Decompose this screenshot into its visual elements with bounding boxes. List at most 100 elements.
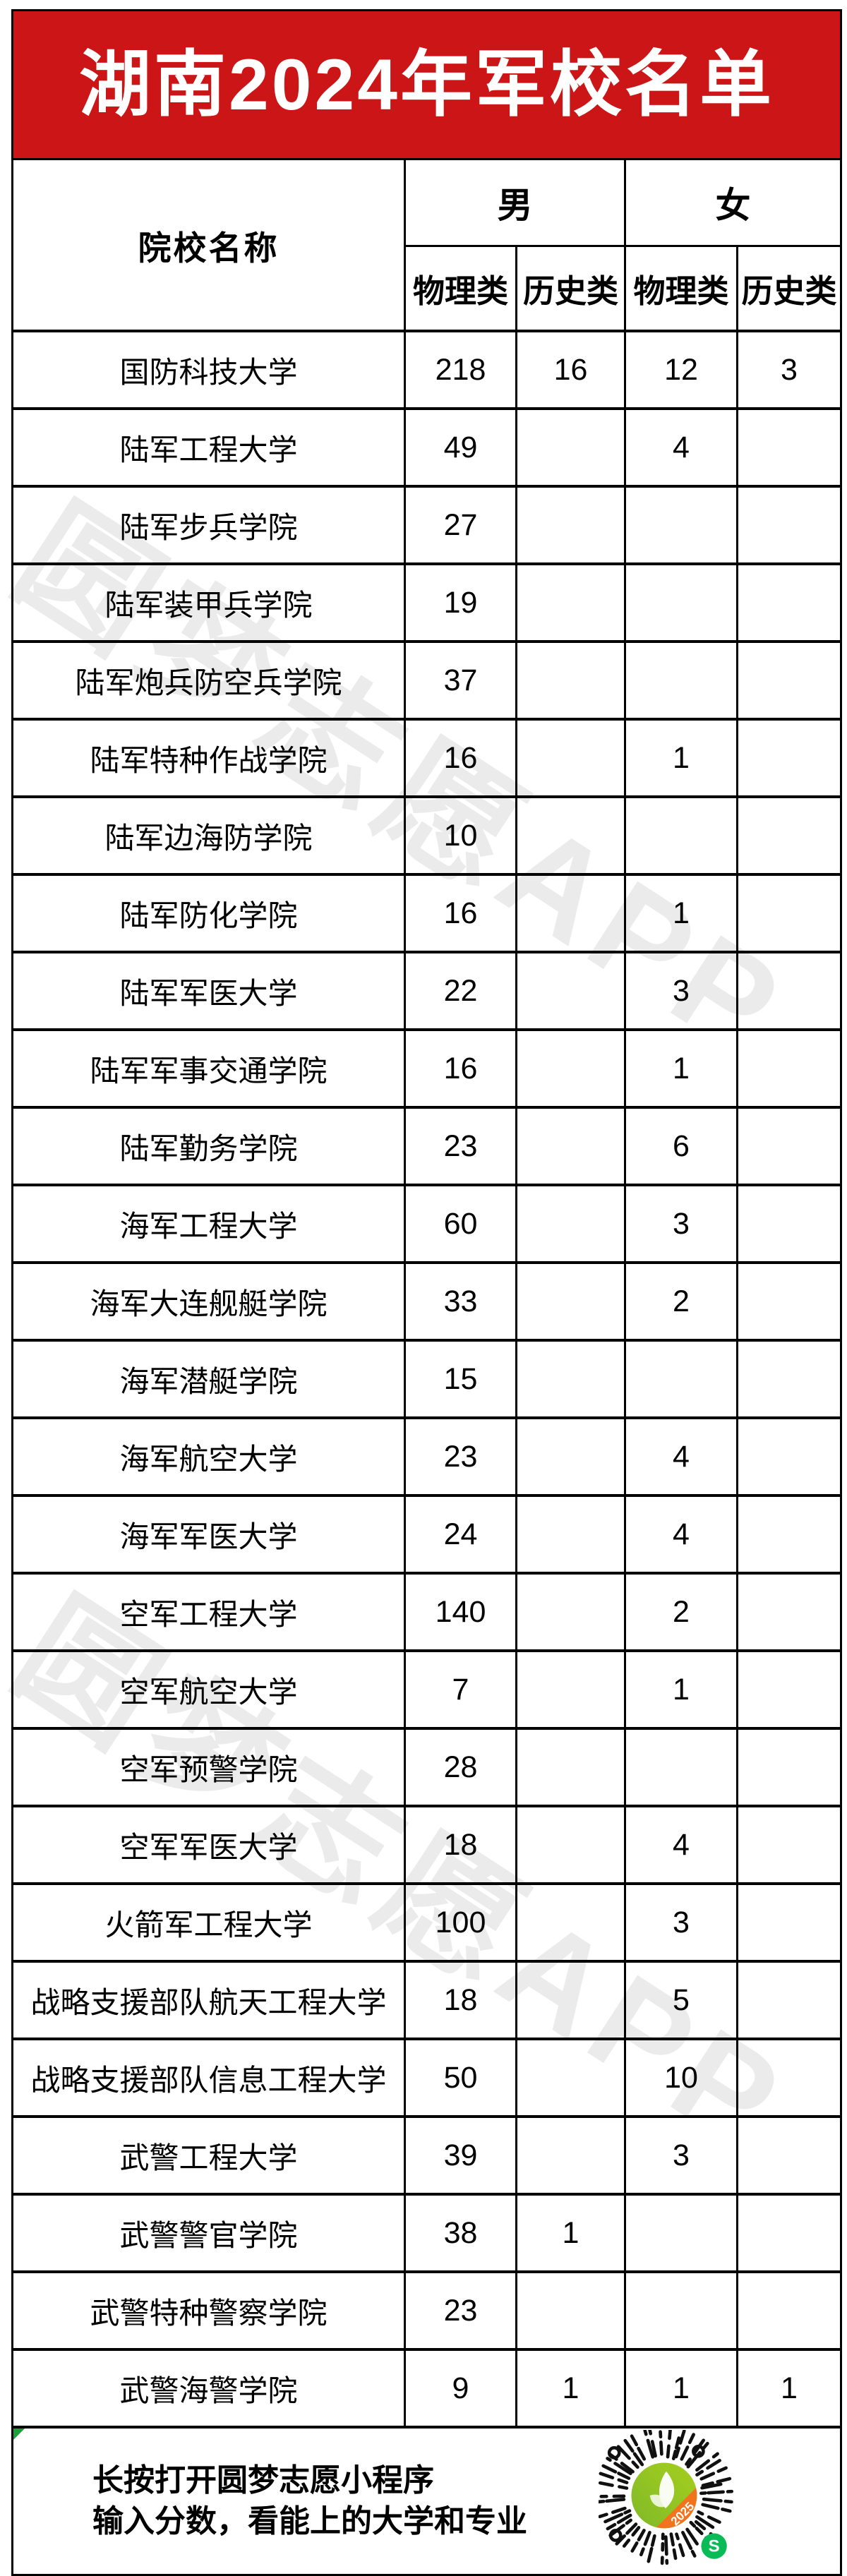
male-history-cell xyxy=(515,2273,624,2348)
school-name-cell: 陆军步兵学院 xyxy=(13,488,404,562)
female-physics-cell: 3 xyxy=(624,953,736,1028)
male-physics-cell: 22 xyxy=(404,953,515,1028)
female-physics-cell: 1 xyxy=(624,876,736,951)
male-history-cell xyxy=(515,1186,624,1261)
school-name-cell: 陆军工程大学 xyxy=(13,410,404,485)
female-physics-cell: 2 xyxy=(624,1264,736,1339)
table-row: 陆军炮兵防空兵学院 37 xyxy=(13,640,840,718)
table-row: 陆军军医大学 22 3 xyxy=(13,951,840,1028)
school-name-cell: 空军航空大学 xyxy=(13,1652,404,1727)
male-physics-cell: 37 xyxy=(404,643,515,718)
table-row: 空军工程大学 140 2 xyxy=(13,1572,840,1649)
male-history-cell xyxy=(515,1807,624,1882)
col-header-school-name: 院校名称 xyxy=(13,160,404,330)
female-history-cell xyxy=(736,953,840,1028)
male-history-cell: 16 xyxy=(515,332,624,407)
female-physics-cell: 3 xyxy=(624,1186,736,1261)
school-name-cell: 陆军边海防学院 xyxy=(13,798,404,873)
table-row: 武警警官学院 38 1 xyxy=(13,2193,840,2270)
school-name-cell: 海军军医大学 xyxy=(13,1497,404,1572)
male-history-cell xyxy=(515,1575,624,1649)
male-physics-cell: 38 xyxy=(404,2196,515,2270)
title-banner: 湖南2024年军校名单 xyxy=(13,11,840,158)
male-physics-cell: 23 xyxy=(404,2273,515,2348)
table-row: 陆军步兵学院 27 xyxy=(13,485,840,562)
footer-text: 长按打开圆梦志愿小程序 输入分数，看能上的大学和专业 xyxy=(13,2460,527,2542)
footer: 长按打开圆梦志愿小程序 输入分数，看能上的大学和专业 xyxy=(13,2426,840,2574)
male-physics-cell: 218 xyxy=(404,332,515,407)
female-history-cell xyxy=(736,2040,840,2115)
table-row: 战略支援部队航天工程大学 18 5 xyxy=(13,1960,840,2038)
table-row: 陆军军事交通学院 16 1 xyxy=(13,1028,840,1106)
school-name-cell: 空军预警学院 xyxy=(13,1730,404,1805)
table-header: 院校名称 男 女 物理类 历史类 物理类 历史类 xyxy=(13,158,840,330)
school-name-cell: 武警海警学院 xyxy=(13,2351,404,2426)
male-physics-cell: 16 xyxy=(404,721,515,795)
table-row: 陆军工程大学 49 4 xyxy=(13,407,840,485)
male-physics-cell: 7 xyxy=(404,1652,515,1727)
female-history-cell: 1 xyxy=(736,2351,840,2426)
school-name-cell: 陆军勤务学院 xyxy=(13,1109,404,1184)
col-header-female: 女 xyxy=(624,160,840,245)
female-history-cell xyxy=(736,1652,840,1727)
male-physics-cell: 28 xyxy=(404,1730,515,1805)
male-history-cell xyxy=(515,2040,624,2115)
table-body: 国防科技大学 218 16 12 3 陆军工程大学 49 4 陆军步兵学院 27… xyxy=(13,330,840,2426)
male-physics-cell: 100 xyxy=(404,1885,515,1960)
col-header-male: 男 xyxy=(404,160,624,245)
footer-line2: 输入分数，看能上的大学和专业 xyxy=(92,2501,527,2542)
male-physics-cell: 39 xyxy=(404,2118,515,2193)
school-name-cell: 陆军特种作战学院 xyxy=(13,721,404,795)
male-physics-cell: 27 xyxy=(404,488,515,562)
female-history-cell xyxy=(736,1885,840,1960)
female-physics-cell: 4 xyxy=(624,1497,736,1572)
male-history-cell xyxy=(515,643,624,718)
school-name-cell: 空军军医大学 xyxy=(13,1807,404,1882)
col-header-male-physics: 物理类 xyxy=(404,245,515,330)
school-name-cell: 海军潜艇学院 xyxy=(13,1342,404,1416)
table-row: 武警工程大学 39 3 xyxy=(13,2115,840,2193)
female-history-cell xyxy=(736,565,840,640)
male-history-cell xyxy=(515,410,624,485)
male-history-cell xyxy=(515,1342,624,1416)
school-name-cell: 武警特种警察学院 xyxy=(13,2273,404,2348)
male-history-cell xyxy=(515,2118,624,2193)
school-name-cell: 陆军装甲兵学院 xyxy=(13,565,404,640)
table-row: 海军潜艇学院 15 xyxy=(13,1339,840,1416)
male-physics-cell: 24 xyxy=(404,1497,515,1572)
table-row: 海军工程大学 60 3 xyxy=(13,1184,840,1261)
table-row: 武警特种警察学院 23 xyxy=(13,2270,840,2348)
male-history-cell: 1 xyxy=(515,2196,624,2270)
female-history-cell: 3 xyxy=(736,332,840,407)
female-history-cell xyxy=(736,1963,840,2038)
col-header-female-physics: 物理类 xyxy=(624,245,736,330)
male-history-cell xyxy=(515,721,624,795)
mini-program-icon: S xyxy=(709,2537,720,2556)
school-name-cell: 武警警官学院 xyxy=(13,2196,404,2270)
table-row: 陆军防化学院 16 1 xyxy=(13,873,840,951)
col-header-male-history: 历史类 xyxy=(515,245,624,330)
female-physics-cell: 2 xyxy=(624,1575,736,1649)
table-row: 海军军医大学 24 4 xyxy=(13,1494,840,1572)
qr-code[interactable]: 2025 S xyxy=(599,2430,741,2572)
male-physics-cell: 18 xyxy=(404,1963,515,2038)
female-history-cell xyxy=(736,1807,840,1882)
table-row: 陆军边海防学院 10 xyxy=(13,795,840,873)
table-row: 海军航空大学 23 4 xyxy=(13,1416,840,1494)
table-row: 陆军勤务学院 23 6 xyxy=(13,1106,840,1184)
female-physics-cell: 3 xyxy=(624,1885,736,1960)
school-name-cell: 火箭军工程大学 xyxy=(13,1885,404,1960)
male-history-cell xyxy=(515,565,624,640)
table-row: 空军军医大学 18 4 xyxy=(13,1805,840,1882)
male-history-cell xyxy=(515,1730,624,1805)
male-physics-cell: 49 xyxy=(404,410,515,485)
female-physics-cell: 4 xyxy=(624,410,736,485)
school-name-cell: 陆军防化学院 xyxy=(13,876,404,951)
table-row: 陆军特种作战学院 16 1 xyxy=(13,718,840,795)
female-physics-cell xyxy=(624,798,736,873)
school-name-cell: 空军工程大学 xyxy=(13,1575,404,1649)
female-history-cell xyxy=(736,1031,840,1106)
male-physics-cell: 140 xyxy=(404,1575,515,1649)
female-physics-cell xyxy=(624,2196,736,2270)
school-name-cell: 海军工程大学 xyxy=(13,1186,404,1261)
